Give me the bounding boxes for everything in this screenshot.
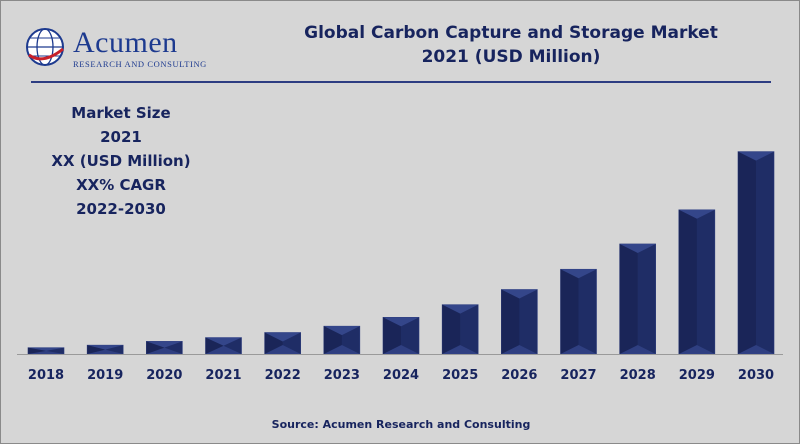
x-tick-label: 2020 — [146, 368, 182, 383]
bar-facet-left — [383, 317, 401, 354]
bar-facet-bottom — [738, 345, 774, 354]
bar-2030 — [737, 151, 775, 355]
x-tick-label: 2022 — [265, 368, 301, 383]
bar-facet-bottom — [619, 345, 656, 354]
bar-facet-left — [560, 269, 579, 354]
bar-facet-bottom — [28, 350, 64, 354]
info-year: 2021 — [100, 128, 142, 146]
bar-2028 — [619, 243, 656, 355]
chart-title-line2: 2021 (USD Million) — [421, 47, 601, 67]
bar-2025 — [441, 304, 479, 355]
bar-facet-top — [146, 341, 183, 348]
bar-facet-left — [619, 243, 638, 354]
info-label: Market Size — [71, 104, 171, 122]
bar-2027 — [560, 268, 597, 355]
bar-body — [678, 209, 716, 355]
info-cagr: XX% CAGR — [76, 176, 166, 194]
bar-2026 — [501, 289, 538, 355]
bar-facet-bottom — [560, 345, 597, 354]
x-tick-label: 2023 — [324, 368, 360, 383]
market-size-box: Market Size 2021 XX (USD Million) XX% CA… — [31, 101, 211, 221]
x-tick-label: 2021 — [205, 368, 241, 383]
bar-facet-left — [501, 289, 520, 354]
bar-2023 — [323, 325, 361, 355]
x-tick-label: 2029 — [679, 368, 715, 383]
chart-title: Global Carbon Capture and Storage Market… — [251, 21, 771, 69]
bar-facet-top — [738, 151, 774, 161]
brand-tagline: RESEARCH AND CONSULTING — [73, 59, 207, 69]
bar-facet-bottom — [87, 349, 124, 354]
bar-2020 — [146, 341, 183, 355]
bar-facet-bottom — [501, 345, 538, 354]
x-tick-label: 2019 — [87, 368, 123, 383]
globe-icon — [26, 28, 64, 66]
bar-body — [501, 289, 538, 355]
bar-facet-top — [501, 289, 538, 299]
bar-facet-top — [87, 345, 124, 350]
x-tick-label: 2030 — [738, 368, 774, 383]
x-tick-label: 2026 — [501, 368, 537, 383]
x-tick-label: 2024 — [383, 368, 419, 383]
bar-facet-top — [442, 304, 479, 314]
bar-facet-bottom — [442, 345, 479, 354]
bar-2021 — [205, 337, 242, 355]
brand-name: Acumen — [73, 26, 178, 59]
bar-facet-left — [678, 209, 697, 354]
bar-body — [737, 151, 775, 355]
bar-2018 — [27, 347, 65, 355]
bar-facet-bottom — [383, 345, 419, 354]
bar-facet-top — [28, 347, 64, 351]
x-tick-label: 2025 — [442, 368, 478, 383]
chart-title-line1: Global Carbon Capture and Storage Market — [304, 23, 718, 43]
x-tick-label: 2018 — [28, 368, 64, 383]
bar-facet-top — [383, 317, 419, 327]
bar-facet-left — [738, 151, 756, 354]
bar-facet-left — [87, 345, 106, 354]
source-note: Source: Acumen Research and Consulting — [271, 418, 531, 431]
bar-facet-bottom — [205, 345, 242, 354]
bar-series — [27, 151, 775, 355]
bar-facet-bottom — [323, 345, 360, 354]
bar-facet-top — [205, 337, 242, 346]
bar-facet-bottom — [678, 345, 715, 354]
acumen-logo: Acumen RESEARCH AND CONSULTING — [23, 25, 206, 71]
bar-facet-left — [28, 347, 46, 354]
bar-facet-top — [619, 243, 656, 253]
bar-facet-bottom — [264, 345, 301, 354]
bar-facet-top — [264, 332, 301, 342]
bar-facet-top — [560, 269, 597, 279]
x-axis-labels: 2018 2019 2020 2021 2022 2023 2024 2025 2026 2027… — [28, 368, 774, 383]
bar-2019 — [86, 344, 124, 355]
header-divider — [31, 81, 771, 83]
bar-facet-left — [205, 337, 224, 354]
bar-body — [560, 268, 597, 355]
bar-facet-top — [323, 326, 360, 336]
x-tick-label: 2027 — [560, 368, 596, 383]
info-period: 2022-2030 — [76, 200, 166, 218]
info-size: XX (USD Million) — [51, 152, 191, 170]
bar-2022 — [264, 332, 301, 355]
bar-2024 — [382, 317, 420, 355]
bar-facet-bottom — [146, 347, 183, 354]
bar-facet-left — [442, 304, 461, 354]
bar-2029 — [678, 209, 716, 355]
bar-facet-left — [323, 326, 342, 354]
bar-facet-top — [678, 209, 715, 219]
bar-facet-left — [264, 332, 283, 354]
bar-facet-left — [146, 341, 165, 354]
x-tick-label: 2028 — [620, 368, 656, 383]
